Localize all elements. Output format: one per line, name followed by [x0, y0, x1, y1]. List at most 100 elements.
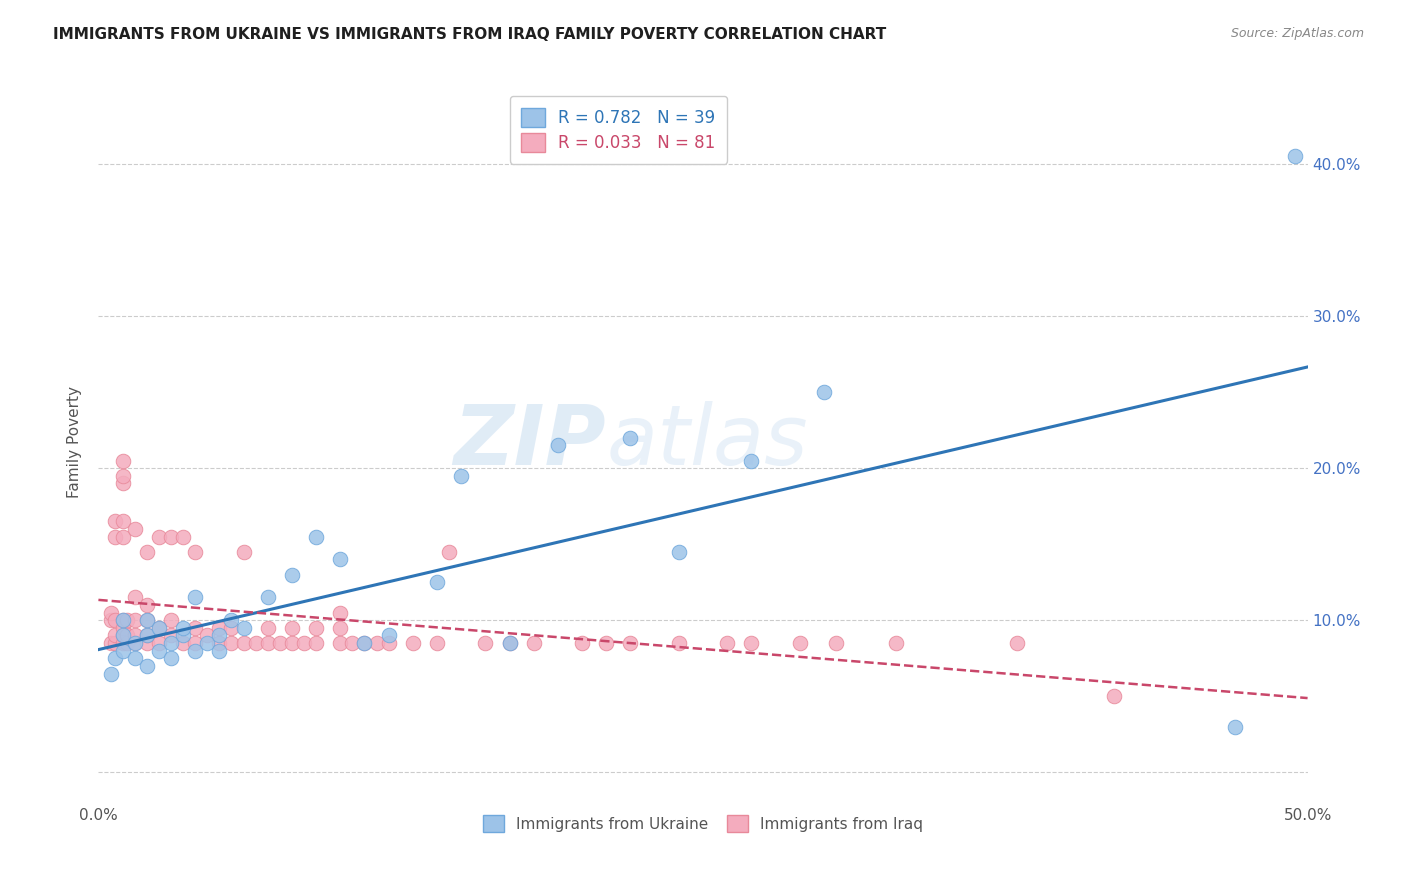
- Point: [104, 628, 127, 642]
- Point: [195, 628, 218, 642]
- Point: [135, 545, 157, 559]
- Y-axis label: Family Poverty: Family Poverty: [67, 385, 83, 498]
- Point: [426, 575, 449, 590]
- Point: [1223, 720, 1246, 734]
- Point: [1102, 690, 1125, 704]
- Point: [172, 636, 194, 650]
- Point: [208, 636, 231, 650]
- Point: [104, 613, 127, 627]
- Point: [208, 621, 231, 635]
- Point: [111, 613, 134, 627]
- Point: [148, 530, 170, 544]
- Point: [111, 515, 134, 529]
- Point: [305, 530, 328, 544]
- Point: [232, 636, 254, 650]
- Point: [124, 522, 146, 536]
- Point: [172, 530, 194, 544]
- Point: [111, 636, 134, 650]
- Point: [232, 545, 254, 559]
- Point: [148, 636, 170, 650]
- Point: [124, 636, 146, 650]
- Point: [256, 591, 278, 605]
- Point: [366, 636, 388, 650]
- Point: [281, 636, 304, 650]
- Point: [135, 628, 157, 642]
- Point: [595, 636, 617, 650]
- Point: [329, 621, 352, 635]
- Point: [1007, 636, 1029, 650]
- Point: [208, 643, 231, 657]
- Point: [305, 636, 328, 650]
- Point: [184, 643, 207, 657]
- Point: [292, 636, 315, 650]
- Point: [111, 643, 134, 657]
- Point: [221, 621, 243, 635]
- Point: [256, 636, 278, 650]
- Point: [111, 613, 134, 627]
- Point: [668, 636, 690, 650]
- Point: [124, 591, 146, 605]
- Point: [111, 476, 134, 491]
- Point: [789, 636, 811, 650]
- Point: [148, 643, 170, 657]
- Point: [426, 636, 449, 650]
- Point: [104, 515, 127, 529]
- Point: [104, 651, 127, 665]
- Point: [135, 636, 157, 650]
- Point: [100, 613, 122, 627]
- Point: [160, 636, 183, 650]
- Point: [256, 621, 278, 635]
- Point: [329, 636, 352, 650]
- Point: [342, 636, 364, 650]
- Point: [195, 636, 218, 650]
- Point: [111, 628, 134, 642]
- Point: [377, 636, 399, 650]
- Point: [716, 636, 738, 650]
- Point: [135, 628, 157, 642]
- Point: [104, 636, 127, 650]
- Text: atlas: atlas: [606, 401, 808, 482]
- Point: [124, 636, 146, 650]
- Point: [117, 613, 139, 627]
- Point: [377, 628, 399, 642]
- Point: [184, 636, 207, 650]
- Point: [886, 636, 908, 650]
- Point: [281, 567, 304, 582]
- Point: [1284, 149, 1306, 163]
- Point: [104, 530, 127, 544]
- Point: [117, 636, 139, 650]
- Point: [111, 621, 134, 635]
- Point: [135, 613, 157, 627]
- Point: [281, 621, 304, 635]
- Point: [232, 621, 254, 635]
- Point: [124, 613, 146, 627]
- Point: [135, 613, 157, 627]
- Point: [160, 613, 183, 627]
- Point: [329, 606, 352, 620]
- Point: [450, 468, 472, 483]
- Point: [111, 453, 134, 467]
- Point: [160, 530, 183, 544]
- Point: [740, 636, 762, 650]
- Point: [135, 598, 157, 612]
- Point: [221, 636, 243, 650]
- Point: [437, 545, 460, 559]
- Point: [221, 613, 243, 627]
- Point: [740, 453, 762, 467]
- Legend: Immigrants from Ukraine, Immigrants from Iraq: Immigrants from Ukraine, Immigrants from…: [477, 809, 929, 838]
- Point: [172, 628, 194, 642]
- Point: [148, 621, 170, 635]
- Point: [135, 659, 157, 673]
- Point: [208, 628, 231, 642]
- Point: [547, 438, 569, 452]
- Text: ZIP: ZIP: [454, 401, 606, 482]
- Point: [100, 606, 122, 620]
- Text: IMMIGRANTS FROM UKRAINE VS IMMIGRANTS FROM IRAQ FAMILY POVERTY CORRELATION CHART: IMMIGRANTS FROM UKRAINE VS IMMIGRANTS FR…: [53, 27, 887, 42]
- Text: Source: ZipAtlas.com: Source: ZipAtlas.com: [1230, 27, 1364, 40]
- Point: [498, 636, 520, 650]
- Point: [124, 651, 146, 665]
- Point: [184, 545, 207, 559]
- Point: [619, 431, 641, 445]
- Point: [353, 636, 375, 650]
- Point: [184, 621, 207, 635]
